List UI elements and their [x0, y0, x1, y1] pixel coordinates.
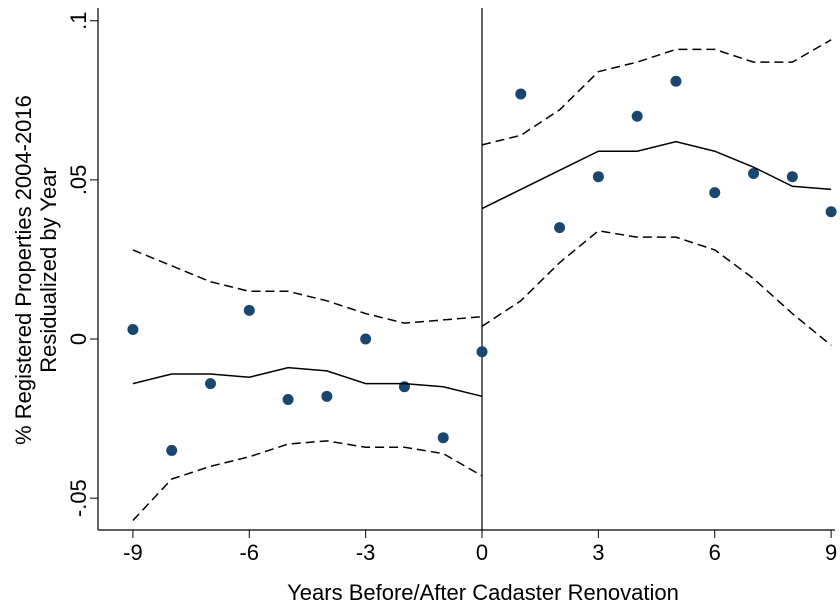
x-tick-label: -9 [123, 540, 143, 565]
confidence-band [132, 249, 483, 324]
data-point [476, 346, 488, 358]
data-point [127, 323, 139, 335]
data-point [437, 432, 449, 444]
y-tick-label: .1 [66, 12, 91, 30]
x-tick-label: 6 [709, 540, 721, 565]
data-point [709, 187, 721, 199]
x-tick-label: -6 [239, 540, 259, 565]
data-point [360, 333, 372, 345]
confidence-band [481, 230, 832, 346]
fit-line [132, 366, 483, 398]
confidence-band [481, 39, 832, 146]
data-point [825, 206, 837, 218]
x-tick-label: 0 [476, 540, 488, 565]
data-point [670, 75, 682, 87]
y-tick-label: -.05 [66, 479, 91, 517]
data-point [631, 110, 643, 122]
fit-line [481, 140, 832, 210]
data-point [748, 168, 760, 180]
data-point [166, 444, 178, 456]
x-axis-label: Years Before/After Cadaster Renovation [287, 580, 679, 605]
y-axis-label: Residualized by Year [36, 167, 61, 372]
x-tick-label: -3 [356, 540, 376, 565]
data-point [204, 378, 216, 390]
x-tick-label: 3 [592, 540, 604, 565]
data-point [554, 222, 566, 234]
confidence-band [132, 440, 483, 521]
data-point [243, 304, 255, 316]
x-tick-label: 9 [825, 540, 837, 565]
data-point [786, 171, 798, 183]
data-point [321, 390, 333, 402]
y-tick-label: .05 [66, 165, 91, 196]
y-axis-label: % Registered Properties 2004-2016 [11, 95, 36, 445]
data-point [592, 171, 604, 183]
data-point [515, 88, 527, 100]
data-point [282, 394, 294, 405]
y-tick-label: 0 [66, 333, 91, 345]
